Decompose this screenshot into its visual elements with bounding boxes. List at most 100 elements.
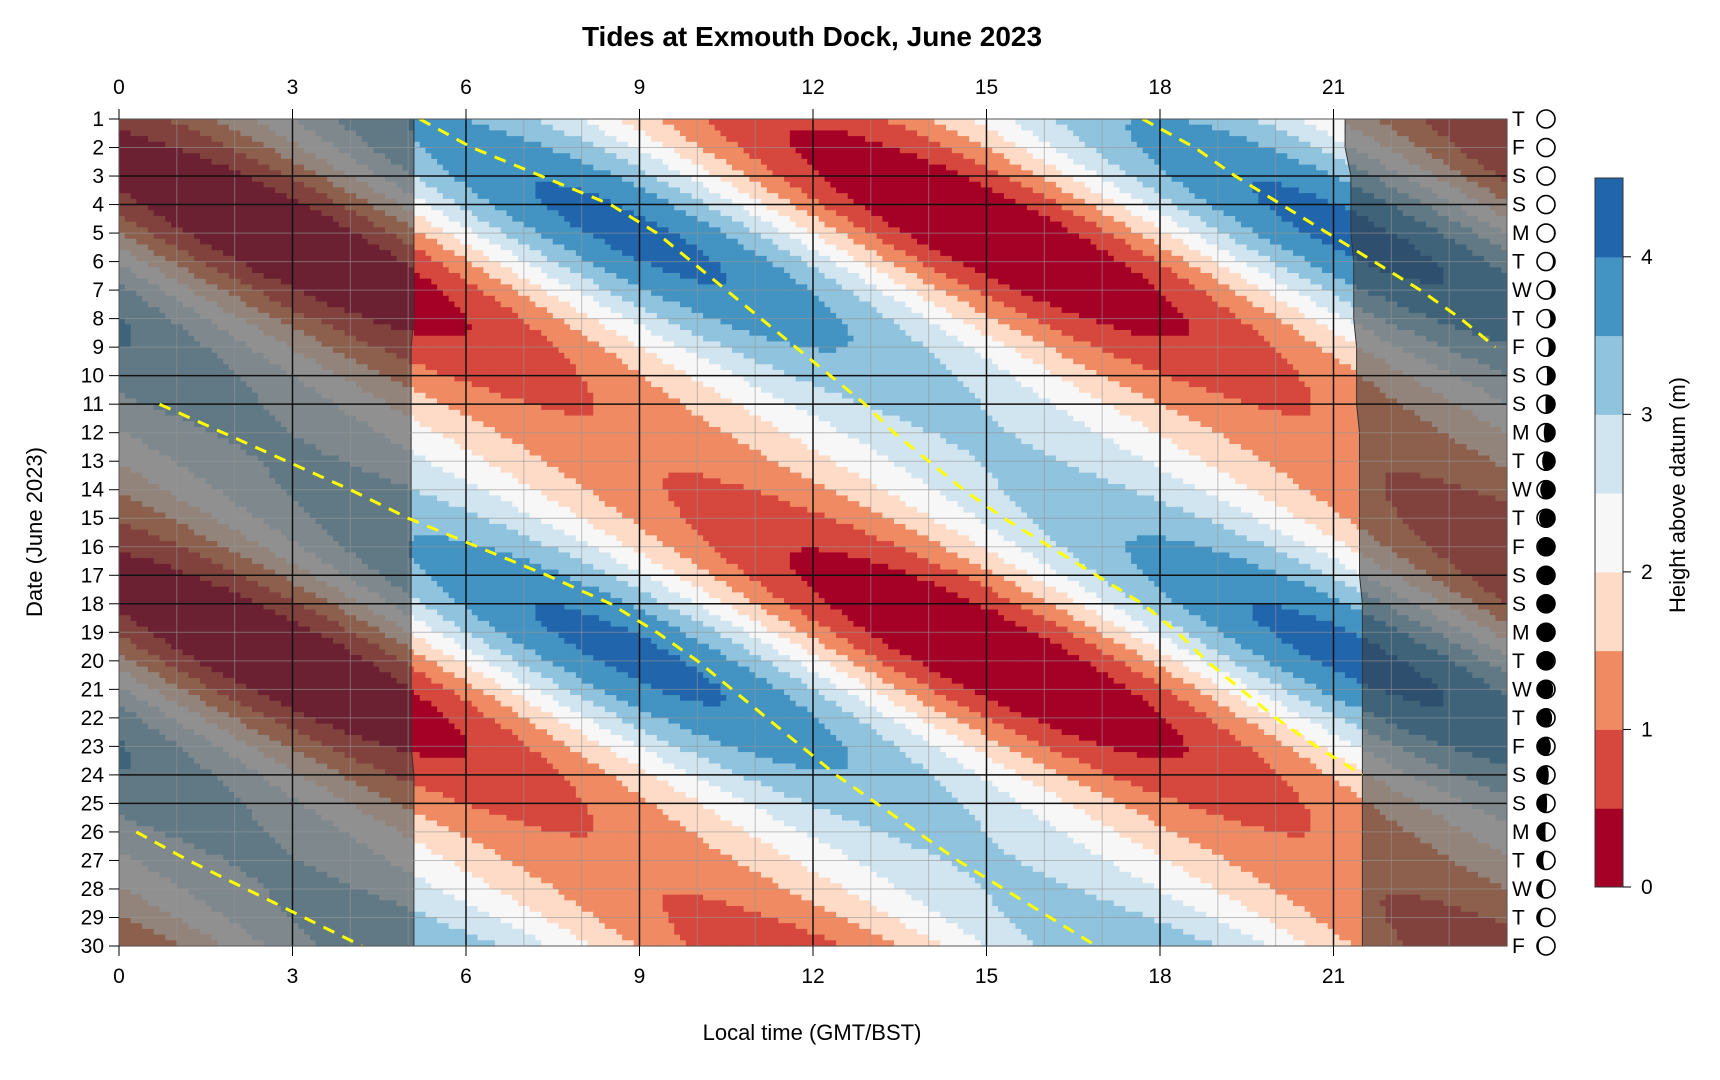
heatmap-cell: [836, 193, 843, 200]
heatmap-cell: [1079, 210, 1086, 217]
heatmap-cell: [841, 233, 849, 240]
heatmap-cell: [1107, 124, 1115, 131]
heatmap-cell: [1015, 124, 1022, 131]
heatmap-cell: [535, 221, 542, 228]
heatmap-cell: [928, 164, 936, 171]
heatmap-cell: [685, 198, 693, 206]
heatmap-cell: [1061, 227, 1069, 234]
heatmap-cell: [512, 198, 519, 206]
heatmap-cell: [489, 158, 496, 166]
heatmap-cell: [998, 227, 1005, 234]
heatmap-cell: [437, 147, 444, 154]
heatmap-cell: [789, 204, 797, 211]
heatmap-cell: [581, 215, 589, 223]
heatmap-cell: [703, 147, 710, 154]
heatmap-cell: [807, 233, 814, 240]
heatmap-cell: [575, 198, 583, 206]
heatmap-cell: [847, 227, 855, 234]
heatmap-cell: [853, 158, 860, 166]
heatmap-cell: [564, 198, 571, 206]
heatmap-cell: [870, 119, 878, 126]
heatmap-cell: [662, 210, 670, 217]
heatmap-cell: [963, 233, 970, 240]
heatmap-cell: [489, 119, 496, 126]
heatmap-cell: [1136, 141, 1144, 149]
heatmap-cell: [795, 221, 803, 228]
heatmap-cell: [905, 124, 912, 131]
heatmap-cell: [460, 221, 467, 228]
heatmap-cell: [1113, 164, 1121, 171]
heatmap-cell: [523, 130, 531, 137]
heatmap-cell: [1003, 130, 1011, 137]
heatmap-cell: [946, 221, 953, 228]
heatmap-cell: [1252, 158, 1259, 166]
heatmap-cell: [570, 141, 577, 149]
heatmap-cell: [668, 141, 675, 149]
heatmap-cell: [546, 210, 554, 217]
heatmap-cell: [726, 204, 733, 211]
heatmap-cell: [1258, 204, 1265, 211]
heatmap-cell: [575, 227, 583, 234]
heatmap-cell: [645, 170, 652, 177]
heatmap-cell: [593, 130, 600, 137]
heatmap-cell: [477, 164, 484, 171]
heatmap-cell: [697, 119, 704, 126]
heatmap-cell: [1321, 215, 1329, 223]
heatmap-cell: [593, 119, 600, 126]
heatmap-cell: [1003, 136, 1011, 143]
heatmap-cell: [784, 170, 791, 177]
heatmap-cell: [726, 153, 733, 160]
heatmap-cell: [1287, 193, 1294, 200]
heatmap-cell: [882, 158, 889, 166]
heatmap-cell: [957, 164, 964, 171]
heatmap-cell: [1148, 210, 1155, 217]
heatmap-cell: [963, 198, 970, 206]
heatmap-cell: [477, 119, 484, 126]
heatmap-cell: [784, 119, 791, 126]
heatmap-cell: [529, 164, 536, 171]
heatmap-cell: [1310, 204, 1317, 211]
heatmap-cell: [1304, 198, 1311, 206]
heatmap-cell: [604, 141, 612, 149]
heatmap-cell: [668, 187, 675, 194]
heatmap-cell: [703, 181, 710, 189]
heatmap-cell: [755, 130, 762, 137]
heatmap-cell: [442, 233, 450, 240]
heatmap-cell: [1200, 176, 1207, 183]
heatmap-cell: [940, 170, 947, 177]
heatmap-cell: [1050, 187, 1057, 194]
heatmap-cell: [483, 233, 490, 240]
heatmap-cell: [1258, 136, 1265, 143]
heatmap-cell: [830, 124, 837, 131]
heatmap-cell: [419, 124, 427, 131]
heatmap-cell: [535, 227, 542, 234]
heatmap-cell: [639, 136, 646, 143]
heatmap-cell: [656, 193, 664, 200]
heatmap-cell: [1154, 170, 1161, 177]
heatmap-cell: [1287, 158, 1294, 166]
heatmap-cell: [888, 170, 895, 177]
heatmap-cell: [795, 210, 803, 217]
heatmap-cell: [1327, 158, 1335, 166]
heatmap-cell: [836, 210, 843, 217]
heatmap-cell: [749, 176, 756, 183]
heatmap-cell: [1009, 130, 1017, 137]
heatmap-cell: [801, 227, 808, 234]
heatmap-cell: [466, 124, 473, 131]
heatmap-cell: [888, 119, 895, 126]
heatmap-cell: [1235, 153, 1242, 160]
heatmap-cell: [466, 158, 473, 166]
heatmap-cell: [1160, 204, 1167, 211]
heatmap-cell: [529, 147, 536, 154]
heatmap-cell: [1015, 210, 1022, 217]
heatmap-cell: [1026, 210, 1034, 217]
heatmap-cell: [1084, 187, 1092, 194]
heatmap-cell: [766, 227, 774, 234]
heatmap-cell: [1252, 221, 1259, 228]
heatmap-cell: [674, 210, 681, 217]
heatmap-cell: [460, 141, 467, 149]
heatmap-cell: [1321, 181, 1329, 189]
heatmap-cell: [1038, 153, 1045, 160]
heatmap-cell: [1171, 136, 1178, 143]
heatmap-cell: [859, 164, 866, 171]
